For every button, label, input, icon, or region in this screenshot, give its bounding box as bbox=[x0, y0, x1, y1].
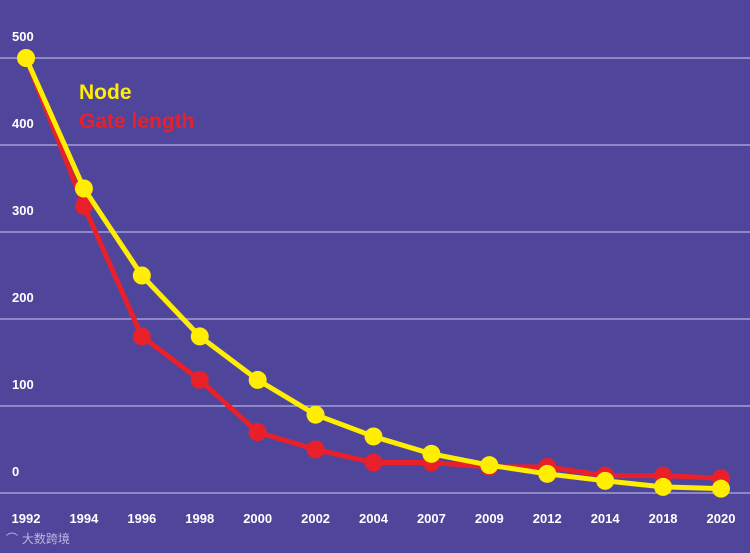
point-gate-length bbox=[306, 440, 325, 459]
point-node bbox=[538, 464, 557, 483]
x-tick-label: 1992 bbox=[12, 511, 41, 526]
x-tick-label: 1998 bbox=[185, 511, 214, 526]
x-tick-label: 1996 bbox=[127, 511, 156, 526]
y-tick-label: 0 bbox=[12, 464, 19, 479]
point-gate-length bbox=[364, 453, 383, 472]
point-node bbox=[654, 477, 673, 496]
point-node bbox=[596, 471, 615, 490]
x-axis-ticks: 1992 1994 1996 1998 2000 2002 2004 2007 2009 2012… bbox=[12, 511, 736, 526]
x-tick-label: 2000 bbox=[243, 511, 272, 526]
x-tick-label: 2012 bbox=[533, 511, 562, 526]
watermark-icon: ⌒ bbox=[6, 532, 19, 546]
x-tick-label: 2002 bbox=[301, 511, 330, 526]
x-tick-label: 2018 bbox=[649, 511, 678, 526]
series-node bbox=[17, 49, 730, 498]
y-tick-label: 100 bbox=[12, 377, 34, 392]
point-gate-length bbox=[74, 196, 93, 215]
point-node bbox=[480, 456, 499, 475]
point-node bbox=[364, 427, 383, 446]
watermark-logo: ⌒ 大数跨境 bbox=[6, 530, 70, 547]
y-axis-ticks: 0 100 200 300 400 500 bbox=[12, 29, 34, 479]
point-node bbox=[422, 444, 441, 463]
point-node bbox=[17, 49, 35, 67]
x-tick-label: 2007 bbox=[417, 511, 446, 526]
y-tick-label: 300 bbox=[12, 203, 34, 218]
series bbox=[17, 49, 730, 498]
watermark-text: 大数跨境 bbox=[21, 532, 70, 546]
point-node bbox=[306, 405, 325, 424]
point-node bbox=[248, 370, 267, 389]
point-node bbox=[132, 266, 151, 285]
legend-gate-length: Gate length bbox=[79, 110, 195, 133]
x-tick-label: 2020 bbox=[707, 511, 736, 526]
x-tick-label: 1994 bbox=[69, 511, 99, 526]
grid-lines bbox=[0, 57, 750, 494]
y-tick-label: 200 bbox=[12, 290, 34, 305]
x-tick-label: 2004 bbox=[359, 511, 389, 526]
y-tick-label: 400 bbox=[12, 116, 34, 131]
series-gate-length bbox=[17, 49, 730, 488]
point-node bbox=[74, 179, 93, 198]
point-gate-length bbox=[248, 423, 267, 442]
point-gate-length bbox=[190, 370, 209, 389]
y-tick-label: 500 bbox=[12, 29, 34, 44]
x-tick-label: 2014 bbox=[591, 511, 621, 526]
point-node bbox=[712, 479, 730, 498]
legend: Node Gate length bbox=[79, 81, 195, 133]
legend-node: Node bbox=[79, 81, 132, 104]
point-node bbox=[190, 327, 209, 346]
x-tick-label: 2009 bbox=[475, 511, 504, 526]
point-gate-length bbox=[132, 327, 151, 346]
